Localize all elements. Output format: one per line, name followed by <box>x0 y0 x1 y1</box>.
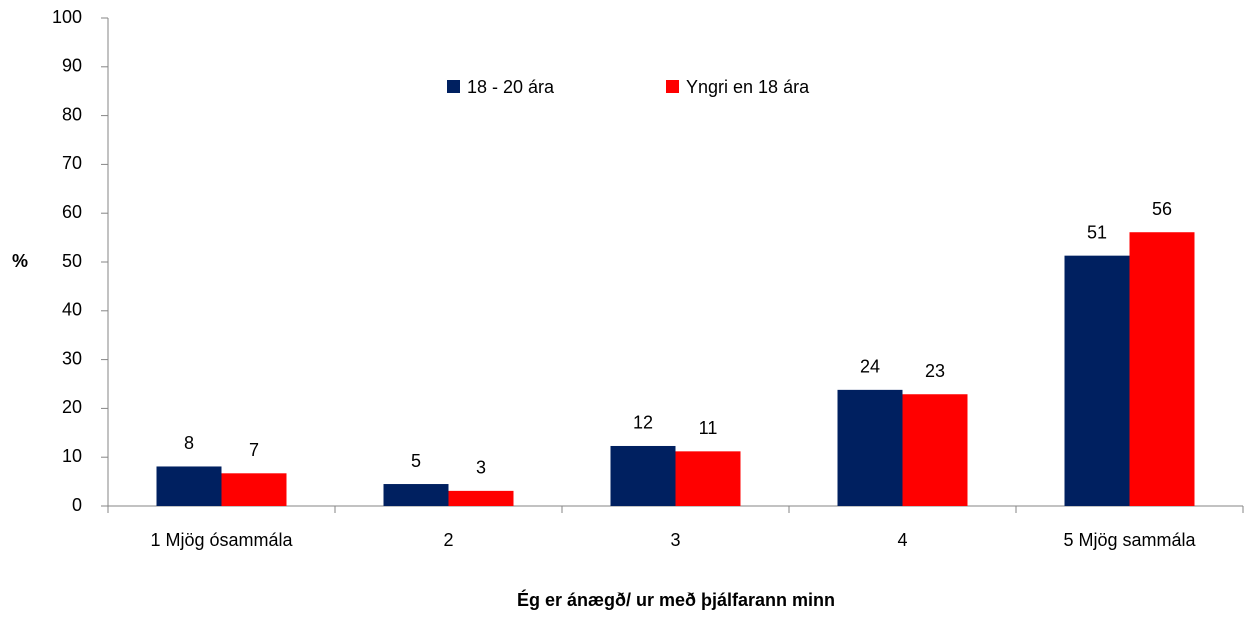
bar <box>156 466 222 506</box>
data-label: 51 <box>1087 222 1107 242</box>
bar <box>221 473 287 506</box>
y-tick-label: 80 <box>62 104 82 124</box>
y-axis-label: % <box>12 251 28 271</box>
data-label: 11 <box>699 418 718 438</box>
y-tick-label: 20 <box>62 397 82 417</box>
bar <box>1064 255 1130 506</box>
data-label: 12 <box>633 413 653 433</box>
y-tick-label: 0 <box>72 495 82 515</box>
y-tick-label: 60 <box>62 202 82 222</box>
y-tick-label: 90 <box>62 56 82 76</box>
bar <box>1129 232 1195 506</box>
legend-label: Yngri en 18 ára <box>686 77 810 97</box>
y-tick-label: 70 <box>62 153 82 173</box>
legend-label: 18 - 20 ára <box>467 77 555 97</box>
bar <box>837 389 903 506</box>
y-tick-label: 100 <box>52 7 82 27</box>
bar <box>610 445 676 506</box>
y-tick-label: 40 <box>62 300 82 320</box>
data-label: 23 <box>925 361 945 381</box>
x-axis-label: Ég er ánægð/ ur með þjálfarann minn <box>517 589 835 610</box>
data-label: 7 <box>249 440 259 460</box>
x-tick-label: 1 Mjög ósammála <box>150 530 293 550</box>
data-label: 3 <box>476 458 486 478</box>
data-label: 8 <box>184 433 194 453</box>
data-label: 5 <box>411 451 421 471</box>
bar <box>902 394 968 506</box>
legend-swatch <box>447 80 460 93</box>
y-tick-label: 50 <box>62 251 82 271</box>
bar <box>675 451 741 506</box>
y-tick-label: 10 <box>62 446 82 466</box>
x-tick-label: 4 <box>897 530 907 550</box>
data-label: 24 <box>860 357 880 377</box>
x-tick-label: 2 <box>443 530 453 550</box>
x-tick-label: 3 <box>670 530 680 550</box>
legend-swatch <box>666 80 679 93</box>
x-tick-label: 5 Mjög sammála <box>1063 530 1196 550</box>
data-label: 56 <box>1152 199 1172 219</box>
y-tick-label: 30 <box>62 348 82 368</box>
bar <box>383 484 449 506</box>
bar <box>448 490 514 506</box>
